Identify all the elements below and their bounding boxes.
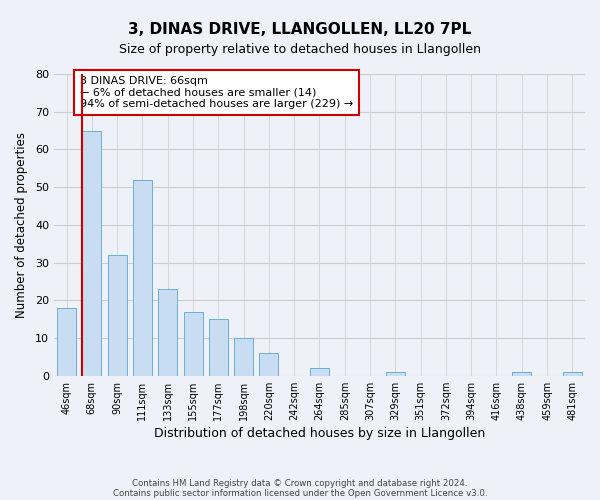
Bar xyxy=(512,372,531,376)
Bar xyxy=(133,180,152,376)
Bar xyxy=(57,308,76,376)
Bar xyxy=(259,353,278,376)
Bar xyxy=(107,255,127,376)
Text: Size of property relative to detached houses in Llangollen: Size of property relative to detached ho… xyxy=(119,42,481,56)
Bar xyxy=(234,338,253,376)
Text: Contains HM Land Registry data © Crown copyright and database right 2024.: Contains HM Land Registry data © Crown c… xyxy=(132,478,468,488)
X-axis label: Distribution of detached houses by size in Llangollen: Distribution of detached houses by size … xyxy=(154,427,485,440)
Text: 3 DINAS DRIVE: 66sqm
← 6% of detached houses are smaller (14)
94% of semi-detach: 3 DINAS DRIVE: 66sqm ← 6% of detached ho… xyxy=(80,76,353,109)
Y-axis label: Number of detached properties: Number of detached properties xyxy=(15,132,28,318)
Bar xyxy=(184,312,203,376)
Bar xyxy=(158,289,177,376)
Text: 3, DINAS DRIVE, LLANGOLLEN, LL20 7PL: 3, DINAS DRIVE, LLANGOLLEN, LL20 7PL xyxy=(128,22,472,38)
Bar xyxy=(310,368,329,376)
Bar xyxy=(209,319,228,376)
Bar xyxy=(82,130,101,376)
Bar xyxy=(386,372,405,376)
Bar xyxy=(563,372,582,376)
Text: Contains public sector information licensed under the Open Government Licence v3: Contains public sector information licen… xyxy=(113,488,487,498)
